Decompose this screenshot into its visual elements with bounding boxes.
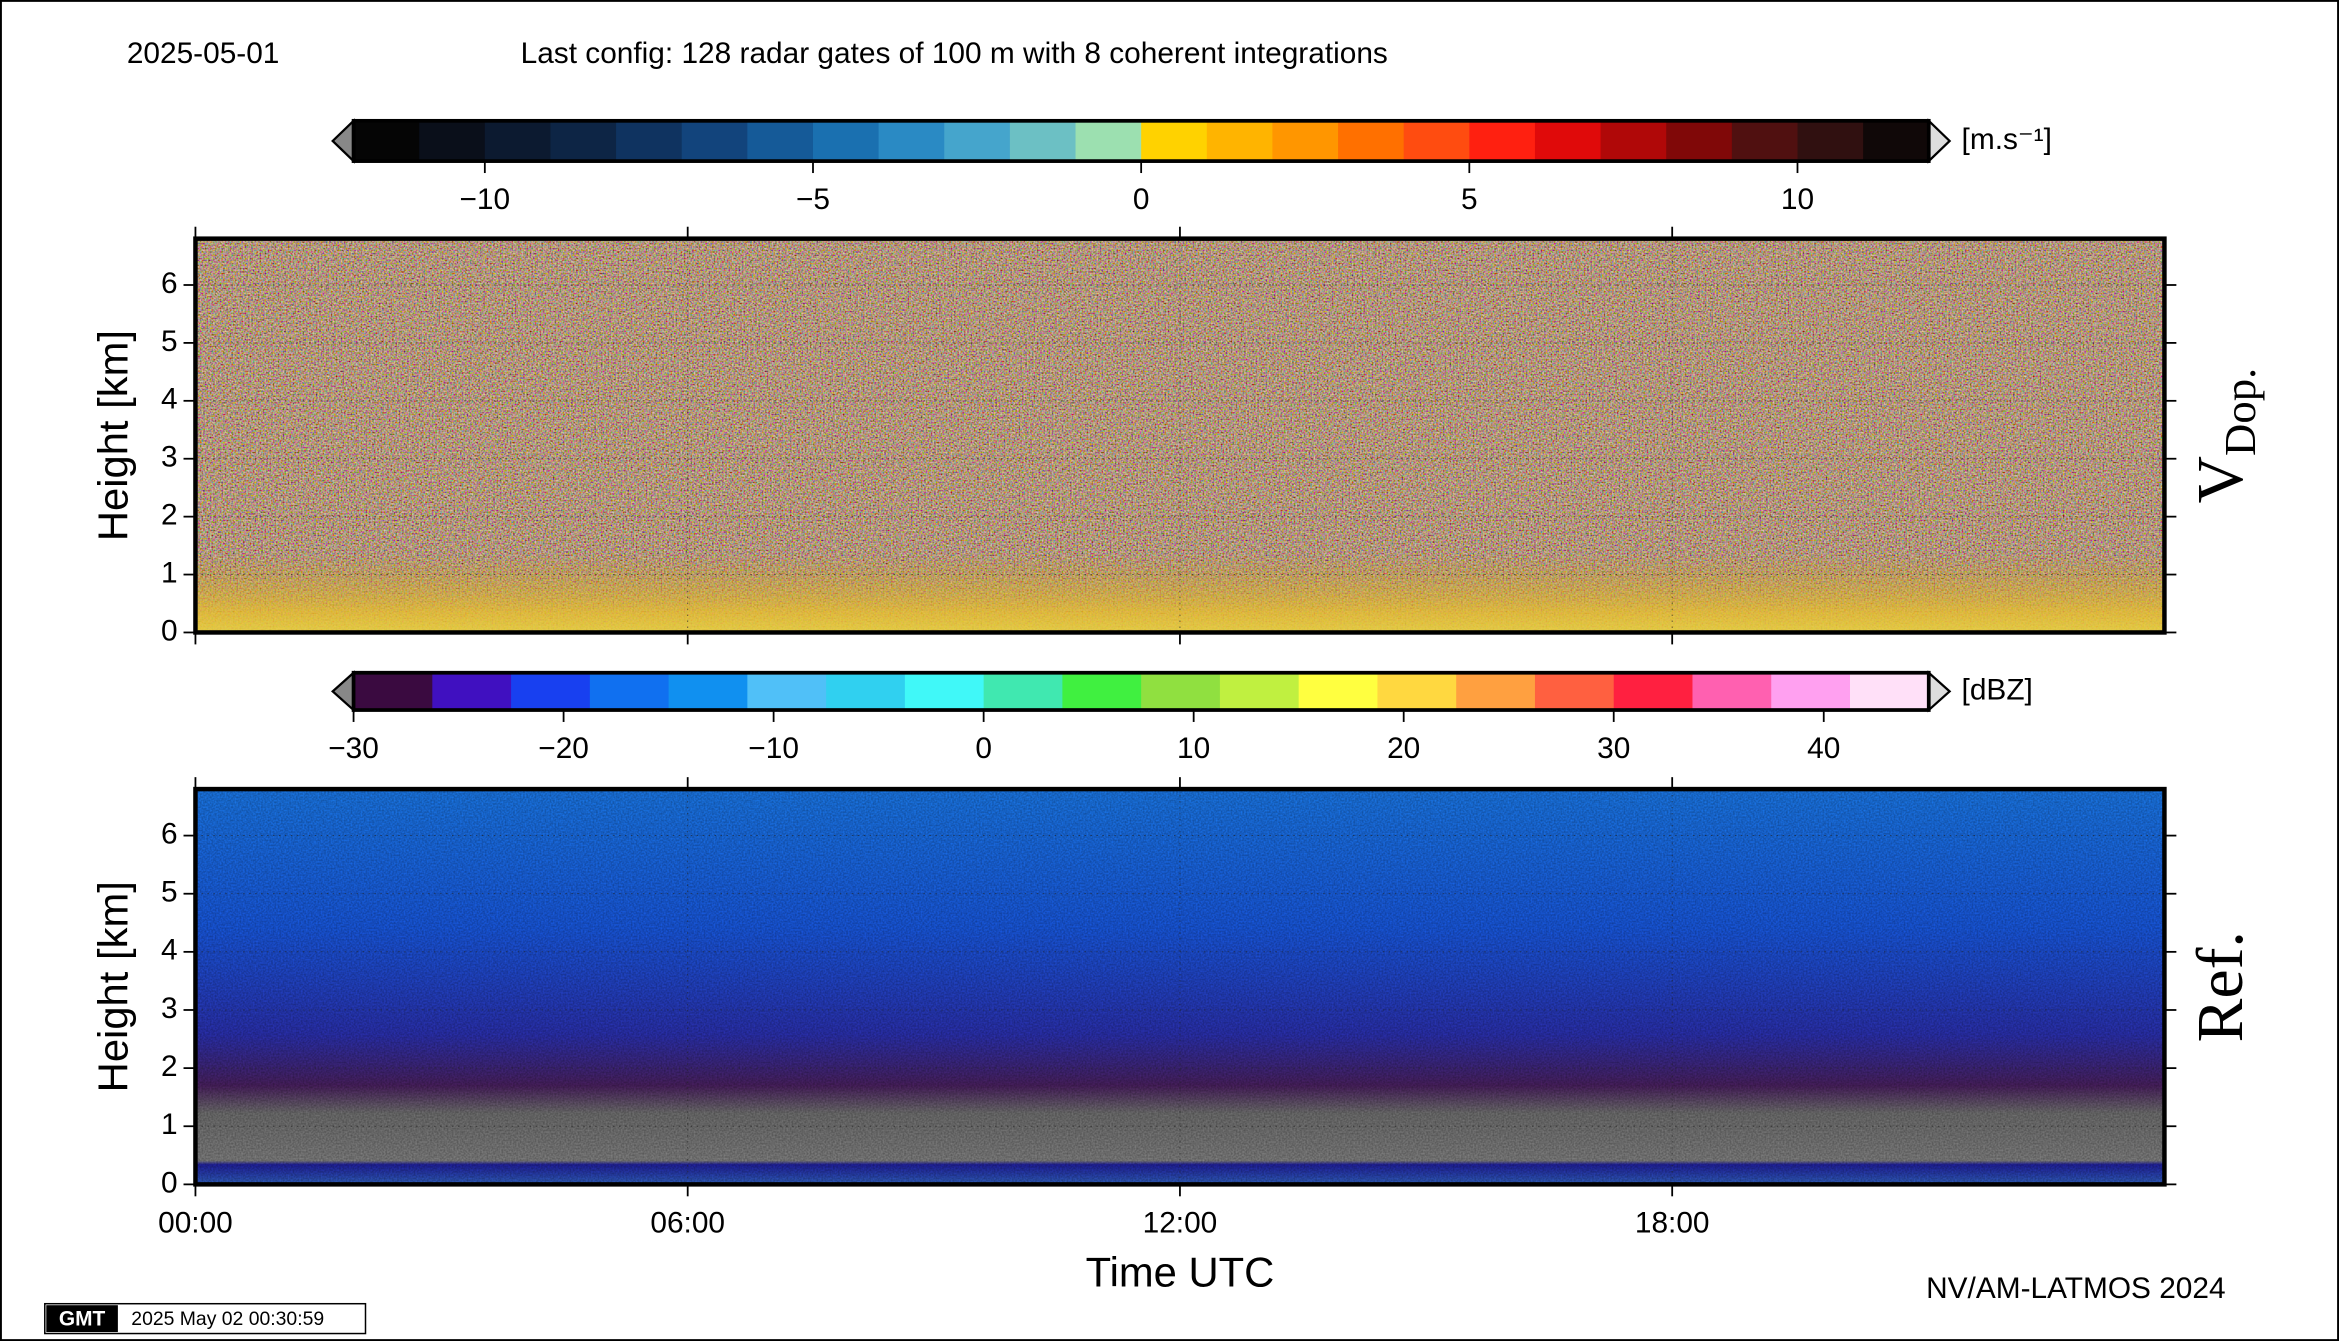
colorbar-segment xyxy=(983,672,1064,711)
colorbar-segment xyxy=(1771,672,1851,711)
y-axis-label: Height [km] xyxy=(89,330,136,541)
colorbar-tick-label: 0 xyxy=(975,732,992,765)
colorbar-segment xyxy=(1863,120,1930,162)
colorbar-tick-label: −30 xyxy=(328,732,379,765)
colorbar-tick-label: −10 xyxy=(748,732,799,765)
colorbar-segment xyxy=(681,120,749,162)
colorbar-segment xyxy=(1141,120,1208,162)
colorbar-segment xyxy=(1206,120,1274,162)
y-tick-label: 3 xyxy=(161,441,178,474)
colorbar-segment xyxy=(1666,120,1733,162)
panel-label: VDop. xyxy=(2185,368,2265,504)
colorbar-segment xyxy=(1009,120,1077,162)
x-tick-label: 00:00 xyxy=(158,1207,233,1240)
y-tick-label: 3 xyxy=(161,992,178,1025)
y-tick-label: 4 xyxy=(161,383,178,416)
y-tick-label: 5 xyxy=(161,325,178,358)
colorbar-segment xyxy=(878,120,946,162)
colorbar-segment xyxy=(747,672,827,711)
colorbar-segment xyxy=(668,672,749,711)
colorbar-segment xyxy=(1469,120,1536,162)
colorbar-segment xyxy=(747,120,814,162)
panel-label-main: Ref. xyxy=(2185,931,2257,1042)
colorbar-segment xyxy=(1731,120,1799,162)
x-tick-label: 18:00 xyxy=(1635,1207,1710,1240)
colorbar-segment xyxy=(1298,672,1379,711)
panel-label-sub: Dop. xyxy=(2215,368,2265,456)
colorbar-segment xyxy=(904,672,985,711)
y-tick-label: 1 xyxy=(161,1108,178,1141)
colorbar-tick-label: −20 xyxy=(538,732,589,765)
colorbar-segment xyxy=(550,120,617,162)
logo: GMT xyxy=(59,1308,106,1331)
colorbar-unit: [dBZ] xyxy=(1962,673,2033,706)
plot-frame xyxy=(193,236,2167,635)
colorbar-tick-label: 10 xyxy=(1177,732,1210,765)
date: 2025-05-01 xyxy=(127,37,280,70)
colorbar-segment xyxy=(1692,672,1772,711)
timestamp: 2025 May 02 00:30:59 xyxy=(131,1308,324,1330)
y-tick-label: 5 xyxy=(161,876,178,909)
colorbar-segment xyxy=(1377,672,1457,711)
y-tick-label: 2 xyxy=(161,499,178,532)
plot-frame xyxy=(193,786,2167,1187)
x-tick-label: 06:00 xyxy=(650,1207,725,1240)
colorbar-segment xyxy=(1272,120,1339,162)
colorbar-segment xyxy=(511,672,591,711)
colorbar-tick-label: 30 xyxy=(1597,732,1630,765)
colorbar-segment xyxy=(1534,672,1615,711)
colorbar-segment xyxy=(353,672,434,711)
colorbar-segment xyxy=(616,120,683,162)
colorbar-segment xyxy=(1534,120,1602,162)
panel-label: Ref. xyxy=(2185,931,2257,1042)
colorbar-segment xyxy=(1075,120,1142,162)
y-tick-label: 6 xyxy=(161,817,178,850)
colorbar-segment xyxy=(1849,672,1930,711)
colorbar-tick-label: 5 xyxy=(1461,183,1478,216)
y-tick-label: 2 xyxy=(161,1050,178,1083)
colorbar-segment xyxy=(826,672,906,711)
colorbar-segment xyxy=(1141,672,1221,711)
colorbar-segment xyxy=(589,672,670,711)
y-tick-label: 0 xyxy=(161,614,178,647)
colorbar-segment xyxy=(432,672,512,711)
colorbar-segment xyxy=(1600,120,1667,162)
colorbar-segment xyxy=(812,120,880,162)
colorbar-segment xyxy=(1219,672,1300,711)
colorbar-segment xyxy=(1403,120,1471,162)
config: Last config: 128 radar gates of 100 m wi… xyxy=(521,37,1388,70)
y-tick-label: 0 xyxy=(161,1166,178,1199)
colorbar-tick-label: 0 xyxy=(1133,183,1150,216)
colorbar-segment xyxy=(1797,120,1864,162)
y-tick-label: 6 xyxy=(161,267,178,300)
colorbar-tick-label: −5 xyxy=(796,183,830,216)
colorbar-segment xyxy=(1338,120,1405,162)
colorbar-segment xyxy=(1456,672,1536,711)
colorbar-unit: [m.s⁻¹] xyxy=(1962,123,2052,156)
colorbar-tick-label: −10 xyxy=(460,183,511,216)
credit: NV/AM-LATMOS 2024 xyxy=(1926,1272,2225,1305)
colorbar-tick-label: 20 xyxy=(1387,732,1420,765)
colorbar-tick-label: 10 xyxy=(1781,183,1814,216)
colorbar-segment xyxy=(944,120,1011,162)
y-tick-label: 4 xyxy=(161,934,178,967)
colorbar-frame xyxy=(351,670,1931,712)
y-axis-label: Height [km] xyxy=(89,881,136,1092)
colorbar-segment xyxy=(1062,672,1142,711)
colorbar-segment xyxy=(484,120,552,162)
colorbar-segment xyxy=(353,120,420,162)
y-tick-label: 1 xyxy=(161,556,178,589)
colorbar-segment xyxy=(419,120,486,162)
x-axis-label: Time UTC xyxy=(1086,1248,1275,1295)
colorbar-tick-label: 40 xyxy=(1807,732,1840,765)
colorbar-segment xyxy=(1613,672,1694,711)
logo-box xyxy=(46,1305,118,1333)
panel-label-main: V xyxy=(2185,456,2257,503)
x-tick-label: 12:00 xyxy=(1143,1207,1218,1240)
